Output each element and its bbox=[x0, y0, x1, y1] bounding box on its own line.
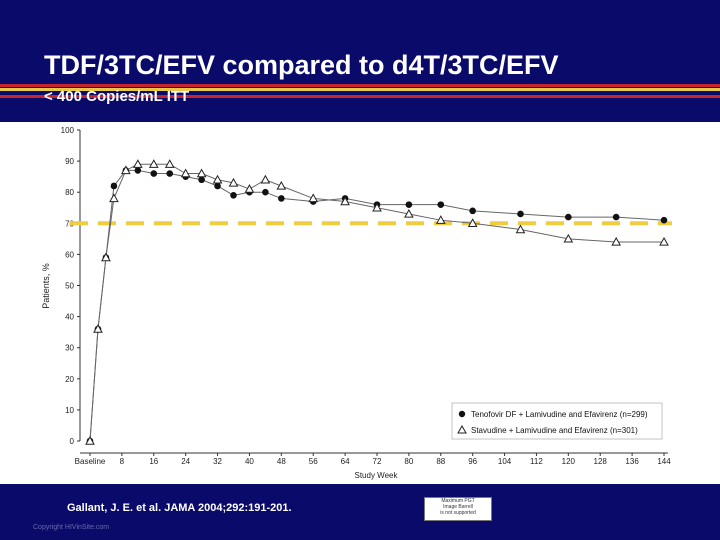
header-stripe-yellow bbox=[0, 88, 720, 91]
legend-label: Tenofovir DF + Lamivudine and Efavirenz … bbox=[471, 410, 648, 419]
line-chart: 0 10 20 30 40 50 60 70 80 90 100 Baseline 8 16 24 32 40 4… bbox=[41, 126, 672, 480]
header-stripe-red-top bbox=[0, 84, 720, 87]
y-tick-label: 40 bbox=[65, 313, 74, 322]
y-tick-label: 50 bbox=[65, 282, 74, 291]
data-point-circle bbox=[166, 170, 174, 177]
y-tick-label: 10 bbox=[65, 406, 74, 415]
data-point-triangle bbox=[132, 159, 143, 168]
data-point-triangle bbox=[121, 165, 131, 175]
data-point-triangle bbox=[404, 208, 414, 218]
legend-marker-triangle bbox=[457, 424, 467, 434]
image-placeholder-stamp: Maximum PGT Image Barrell is not support… bbox=[424, 497, 492, 521]
legend-marker-circle bbox=[458, 410, 466, 418]
data-point-triangle bbox=[196, 168, 207, 178]
y-tick-label: 90 bbox=[65, 157, 74, 166]
data-point-triangle bbox=[611, 236, 622, 246]
data-point-circle bbox=[405, 201, 413, 208]
x-tick-label: 64 bbox=[341, 457, 350, 466]
data-point-triangle bbox=[659, 236, 669, 246]
data-point-triangle bbox=[148, 159, 159, 168]
data-point-circle bbox=[110, 182, 118, 190]
data-point-triangle bbox=[180, 168, 191, 178]
data-point-triangle bbox=[308, 193, 319, 203]
data-point-triangle bbox=[228, 177, 239, 187]
data-point-triangle bbox=[85, 435, 95, 445]
data-point-triangle bbox=[244, 184, 255, 193]
x-tick-label: 32 bbox=[213, 457, 222, 466]
series-layer bbox=[85, 159, 669, 445]
series-2 bbox=[85, 159, 669, 445]
x-tick-label: 72 bbox=[373, 457, 382, 466]
data-point-triangle bbox=[260, 174, 271, 184]
data-point-circle bbox=[214, 182, 221, 190]
data-point-circle bbox=[469, 207, 476, 215]
y-tick-label: 100 bbox=[61, 126, 75, 135]
data-point-triangle bbox=[372, 202, 382, 212]
copyright-text: Copyright HIVinSite.com bbox=[33, 524, 110, 531]
x-tick-label: 40 bbox=[245, 457, 254, 466]
data-point-circle bbox=[612, 213, 620, 221]
x-tick-label: 144 bbox=[657, 457, 671, 466]
data-point-triangle bbox=[435, 215, 446, 224]
data-point-triangle bbox=[93, 324, 103, 333]
x-tick-label: 16 bbox=[149, 457, 158, 466]
data-point-triangle bbox=[276, 180, 287, 190]
legend-box bbox=[451, 402, 663, 440]
y-tick-label: 70 bbox=[65, 219, 74, 228]
stamp-line-2: Image Barrell bbox=[443, 504, 473, 510]
slide-footer bbox=[0, 484, 720, 540]
x-tick-label: 8 bbox=[120, 457, 125, 466]
data-point-triangle bbox=[340, 196, 350, 206]
y-axis-label: Patients, % bbox=[41, 263, 51, 309]
x-tick-label: 88 bbox=[436, 457, 445, 466]
data-point-triangle bbox=[109, 193, 119, 203]
y-tick-label: 80 bbox=[65, 188, 74, 197]
data-point-circle bbox=[278, 195, 285, 202]
x-tick-label: 56 bbox=[309, 457, 318, 466]
x-tick-label: 96 bbox=[468, 457, 477, 466]
slide-header bbox=[0, 0, 720, 122]
data-point-circle bbox=[517, 210, 524, 218]
x-tick-label: 120 bbox=[562, 457, 576, 466]
slide-subtitle: < 400 Copies/mL ITT bbox=[44, 88, 190, 105]
citation: Gallant, J. E. et al. JAMA 2004;292:191-… bbox=[67, 502, 292, 514]
x-tick-label: 128 bbox=[594, 457, 608, 466]
data-point-triangle bbox=[101, 252, 111, 262]
data-point-triangle bbox=[212, 174, 223, 184]
x-tick-label: 104 bbox=[498, 457, 512, 466]
data-point-circle bbox=[198, 176, 205, 184]
data-point-circle bbox=[150, 170, 158, 177]
data-point-triangle bbox=[467, 218, 478, 227]
data-point-triangle bbox=[515, 224, 526, 234]
data-point-circle bbox=[565, 213, 572, 221]
x-tick-label: 48 bbox=[277, 457, 286, 466]
stamp-line-1: Maximum PGT bbox=[441, 498, 475, 504]
data-point-circle bbox=[134, 167, 142, 174]
x-tick-label: Baseline bbox=[75, 457, 106, 466]
data-point-triangle bbox=[563, 233, 574, 243]
y-tick-label: 20 bbox=[65, 375, 74, 384]
data-point-circle bbox=[660, 216, 668, 224]
legend-label: Stavudine + Lamivudine and Efavirenz (n=… bbox=[471, 426, 638, 435]
y-tick-label: 0 bbox=[70, 437, 75, 446]
data-point-circle bbox=[230, 192, 237, 199]
x-axis-label: Study Week bbox=[355, 471, 399, 480]
x-tick-label: 136 bbox=[625, 457, 639, 466]
data-point-circle bbox=[262, 188, 269, 196]
x-tick-label: 24 bbox=[181, 457, 190, 466]
y-tick-label: 30 bbox=[65, 344, 74, 353]
chart-legend: Tenofovir DF + Lamivudine and Efavirenz … bbox=[451, 402, 663, 440]
slide-title: TDF/3TC/EFV compared to d4T/3TC/EFV bbox=[44, 50, 559, 80]
y-tick-label: 60 bbox=[65, 250, 74, 259]
x-tick-label: 112 bbox=[530, 457, 543, 466]
data-point-triangle bbox=[164, 159, 175, 168]
header-stripe-red-bottom bbox=[0, 95, 720, 98]
x-tick-label: 80 bbox=[404, 457, 413, 466]
stamp-line-3: is not supported bbox=[440, 510, 476, 516]
data-point-circle bbox=[437, 201, 445, 208]
chart-axes: 0 10 20 30 40 50 60 70 80 90 100 Baseline 8 16 24 32 40 4… bbox=[61, 126, 672, 466]
